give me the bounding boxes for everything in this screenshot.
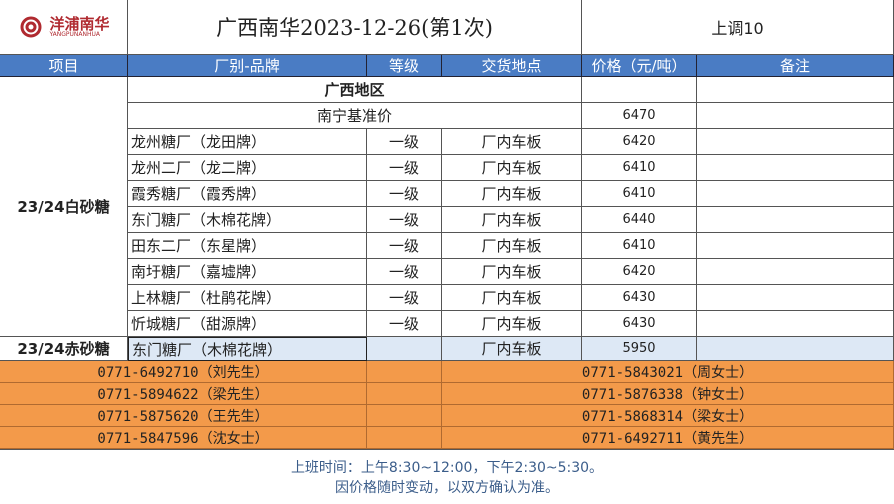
item-brown-sugar: 23/24赤砂糖 bbox=[0, 337, 128, 361]
remark-cell bbox=[697, 207, 894, 233]
factory-brand: 田东二厂（东星牌） bbox=[128, 233, 367, 259]
delivery-place: 厂内车板 bbox=[442, 233, 582, 259]
empty-cell bbox=[367, 405, 442, 427]
delivery-place: 厂内车板 bbox=[442, 337, 582, 361]
contact-phone: 0771-5868314（梁女士） bbox=[442, 405, 894, 427]
adjust-note: 上调10 bbox=[582, 0, 894, 55]
factory-brand: 忻城糖厂（甜源牌） bbox=[128, 311, 367, 337]
remark-cell bbox=[697, 311, 894, 337]
remark-cell bbox=[697, 233, 894, 259]
remark-cell bbox=[697, 155, 894, 181]
delivery-place: 厂内车板 bbox=[442, 155, 582, 181]
grade: 一级 bbox=[367, 207, 442, 233]
grade bbox=[367, 337, 442, 361]
delivery-place: 厂内车板 bbox=[442, 129, 582, 155]
delivery-place: 厂内车板 bbox=[442, 259, 582, 285]
price: 6410 bbox=[582, 155, 697, 181]
factory-brand: 上林糖厂（杜鹃花牌） bbox=[128, 285, 367, 311]
column-header: 厂别-品牌 bbox=[128, 55, 367, 77]
remark-cell bbox=[697, 337, 894, 361]
page-title: 广西南华2023-12-26(第1次) bbox=[128, 0, 582, 55]
item-white-sugar: 23/24白砂糖 bbox=[0, 77, 128, 337]
column-header: 备注 bbox=[697, 55, 894, 77]
column-header: 项目 bbox=[0, 55, 128, 77]
grade: 一级 bbox=[367, 129, 442, 155]
contact-phone: 0771-5847596（沈女士） bbox=[0, 427, 367, 449]
factory-brand: 龙州糖厂（龙田牌） bbox=[128, 129, 367, 155]
logo-icon bbox=[20, 16, 42, 38]
empty-cell bbox=[367, 361, 442, 383]
logo-name: 洋浦南华 bbox=[49, 14, 110, 33]
office-hours: 上班时间：上午8:30~12:00，下午2:30~5:30。 bbox=[290, 460, 604, 476]
factory-brand: 东门糖厂（木棉花牌） bbox=[128, 337, 367, 361]
delivery-place: 厂内车板 bbox=[442, 285, 582, 311]
price: 6430 bbox=[582, 285, 697, 311]
empty-cell bbox=[582, 77, 697, 103]
price: 6420 bbox=[582, 129, 697, 155]
logo-sub: YANGPUNANHUA bbox=[49, 30, 101, 38]
delivery-place: 厂内车板 bbox=[442, 181, 582, 207]
factory-brand: 龙州二厂（龙二牌） bbox=[128, 155, 367, 181]
column-header: 价格（元/吨） bbox=[582, 55, 697, 77]
empty-cell bbox=[367, 427, 442, 449]
remark-cell bbox=[697, 129, 894, 155]
logo: 洋浦南华 YANGPUNANHUA bbox=[0, 0, 128, 55]
contact-phone: 0771-5843021（周女士） bbox=[442, 361, 894, 383]
column-header: 交货地点 bbox=[442, 55, 582, 77]
price-disclaimer: 因价格随时变动，以双方确认为准。 bbox=[335, 480, 559, 496]
price: 6410 bbox=[582, 233, 697, 259]
remark-cell bbox=[697, 103, 894, 129]
contact-phone: 0771-6492710（刘先生） bbox=[0, 361, 367, 383]
contact-phone: 0771-5894622（梁先生） bbox=[0, 383, 367, 405]
price: 6440 bbox=[582, 207, 697, 233]
footer-notes: 上班时间：上午8:30~12:00，下午2:30~5:30。 因价格随时变动，以双… bbox=[0, 449, 894, 504]
region-title: 广西地区 bbox=[128, 77, 582, 103]
grade: 一级 bbox=[367, 259, 442, 285]
delivery-place: 厂内车板 bbox=[442, 311, 582, 337]
remark-cell bbox=[697, 285, 894, 311]
contact-phone: 0771-5876338（钟女士） bbox=[442, 383, 894, 405]
base-price-label: 南宁基准价 bbox=[128, 103, 582, 129]
grade: 一级 bbox=[367, 285, 442, 311]
grade: 一级 bbox=[367, 181, 442, 207]
price: 6410 bbox=[582, 181, 697, 207]
base-price: 6470 bbox=[582, 103, 697, 129]
grade: 一级 bbox=[367, 155, 442, 181]
price: 5950 bbox=[582, 337, 697, 361]
factory-brand: 南圩糖厂（嘉墟牌） bbox=[128, 259, 367, 285]
price: 6420 bbox=[582, 259, 697, 285]
factory-brand: 霞秀糖厂（霞秀牌） bbox=[128, 181, 367, 207]
price: 6430 bbox=[582, 311, 697, 337]
empty-cell bbox=[697, 77, 894, 103]
grade: 一级 bbox=[367, 233, 442, 259]
empty-cell bbox=[367, 383, 442, 405]
contact-phone: 0771-5875620（王先生） bbox=[0, 405, 367, 427]
grade: 一级 bbox=[367, 311, 442, 337]
remark-cell bbox=[697, 181, 894, 207]
contact-phone: 0771-6492711（黄先生） bbox=[442, 427, 894, 449]
remark-cell bbox=[697, 259, 894, 285]
delivery-place: 厂内车板 bbox=[442, 207, 582, 233]
factory-brand: 东门糖厂（木棉花牌） bbox=[128, 207, 367, 233]
column-header: 等级 bbox=[367, 55, 442, 77]
